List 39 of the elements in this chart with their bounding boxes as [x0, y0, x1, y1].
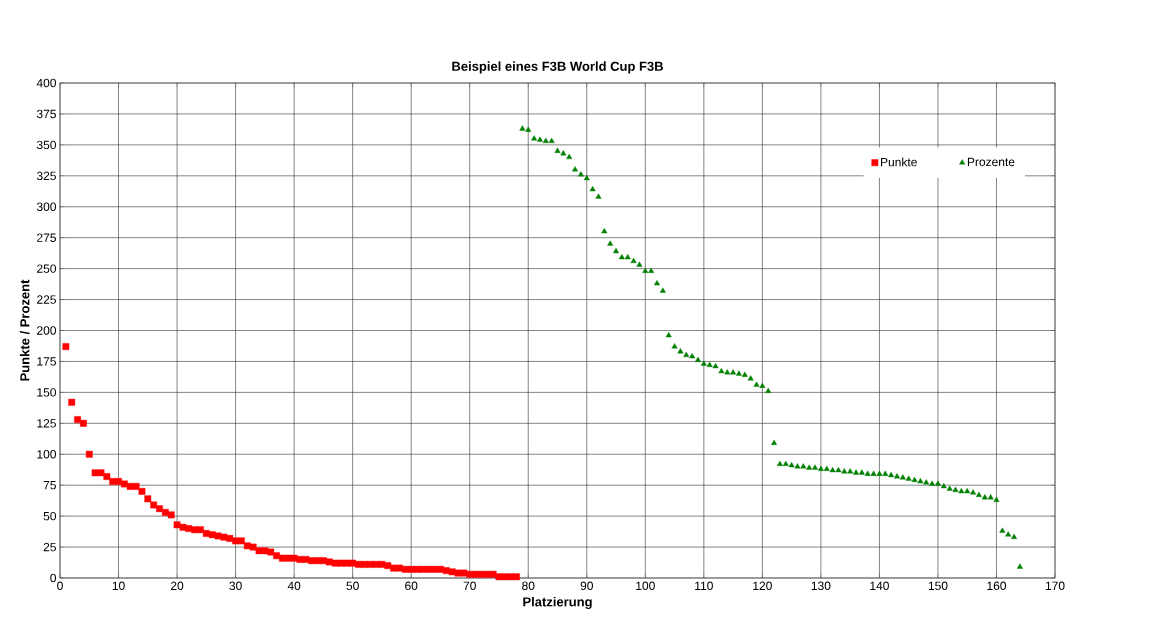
y-tick-label: 225	[37, 295, 56, 304]
y-tick-label: 175	[37, 357, 56, 366]
x-tick-label: 10	[112, 581, 125, 591]
y-tick-label: 375	[36, 109, 56, 119]
y-tick-label: 0	[50, 573, 57, 583]
legend-label: Prozente	[967, 157, 1015, 167]
y-tick-label: 150	[37, 388, 56, 397]
x-tick-label: 20	[170, 581, 184, 591]
y-tick-label: 100	[37, 450, 56, 459]
x-axis-title: Platzierung	[523, 596, 592, 610]
x-tick-label: 40	[287, 581, 301, 591]
y-tick-label: 75	[43, 481, 56, 490]
x-tick-label: 110	[695, 581, 713, 591]
legend-label: Punkte	[881, 157, 917, 167]
y-tick-label: 25	[43, 542, 56, 552]
x-tick-label: 80	[522, 581, 535, 591]
x-tick-label: 100	[636, 581, 655, 591]
x-tick-label: 50	[346, 581, 359, 591]
y-tick-label: 350	[36, 140, 56, 150]
x-tick-label: 70	[463, 581, 476, 591]
y-tick-label: 300	[36, 202, 56, 211]
y-tick-label: 50	[43, 511, 57, 521]
x-tick-label: 170	[1045, 581, 1065, 591]
x-tick-label: 140	[870, 581, 889, 591]
x-tick-label: 150	[928, 581, 948, 591]
x-tick-label: 120	[753, 581, 772, 591]
y-tick-label: 200	[37, 326, 56, 335]
y-tick-label: 275	[37, 233, 56, 242]
y-axis-title: Punkte / Prozent	[19, 279, 30, 381]
x-tick-label: 90	[580, 581, 593, 591]
y-tick-label: 325	[36, 171, 56, 181]
x-tick-label: 60	[405, 581, 418, 591]
y-tick-label: 125	[37, 419, 56, 428]
x-tick-label: 130	[811, 581, 831, 591]
chart-title: Beispiel eines F3B World Cup F3B	[452, 61, 663, 74]
y-tick-label: 250	[37, 264, 56, 273]
x-tick-label: 160	[987, 581, 1007, 591]
x-tick-label: 30	[229, 581, 242, 591]
y-tick-label: 400	[36, 78, 56, 88]
